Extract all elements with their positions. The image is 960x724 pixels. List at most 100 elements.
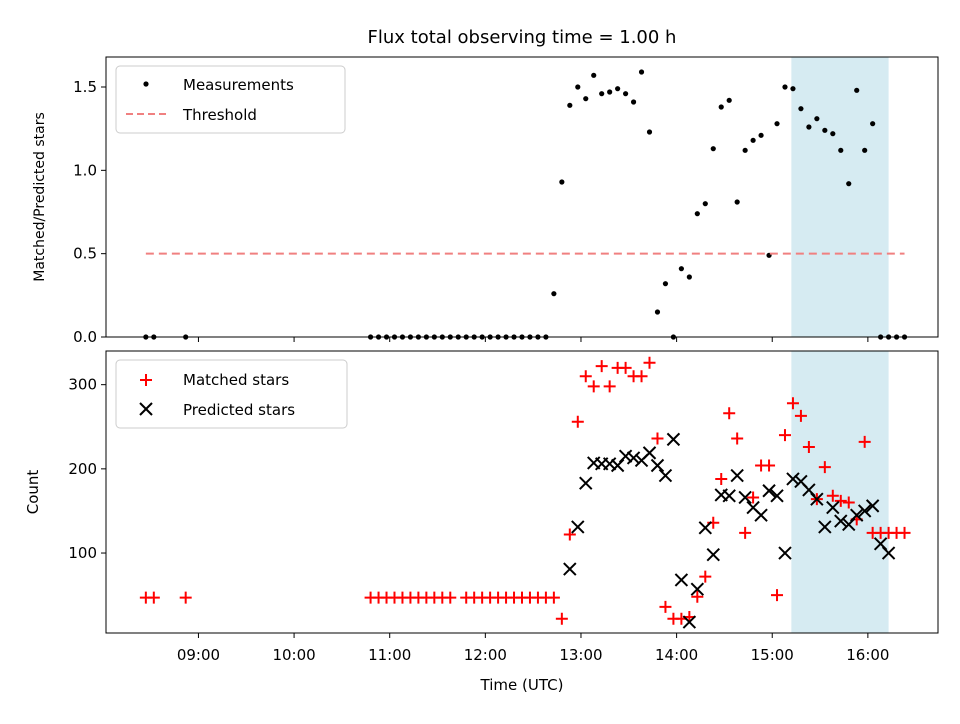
predicted-star-point xyxy=(738,490,752,505)
top-ytick-label: 0.5 xyxy=(73,245,97,263)
measurement-point xyxy=(822,127,828,133)
matched-star-point xyxy=(771,589,784,602)
matched-star-point xyxy=(794,409,807,422)
matched-star-point xyxy=(635,370,648,383)
bottom-ytick-label: 200 xyxy=(68,460,97,478)
measurement-point xyxy=(702,201,708,207)
measurement-point xyxy=(662,281,669,287)
predicted-star-point xyxy=(778,546,792,560)
predicted-star-point xyxy=(658,468,673,483)
predicted-star-point xyxy=(786,472,800,486)
legend-measurements-marker xyxy=(143,81,149,87)
matched-star-point xyxy=(619,361,632,374)
bottom-xtick-label: 12:00 xyxy=(464,646,507,664)
measurement-point xyxy=(814,116,820,122)
top-highlight-band xyxy=(791,57,889,337)
top-legend: Measurements Threshold xyxy=(115,65,346,134)
predicted-star-point xyxy=(706,548,720,562)
matched-star-point xyxy=(555,612,568,625)
matched-star-point xyxy=(699,570,712,583)
bottom-panel: 100 200 300 09:00 10:00 11:00 12:00 13:00 14:00 1… xyxy=(24,350,939,694)
top-axis-ticks: 0.0 0.5 1.0 1.5 xyxy=(73,78,869,346)
predicted-star-point xyxy=(881,546,896,560)
predicted-star-point xyxy=(626,451,641,465)
legend-predicted-label: Predicted stars xyxy=(183,401,295,419)
matched-star-point xyxy=(802,440,815,453)
measurement-point xyxy=(591,72,597,78)
measurement-point xyxy=(686,274,692,280)
predicted-star-point xyxy=(602,457,617,471)
measurement-point xyxy=(806,124,812,130)
measurement-point xyxy=(782,84,788,90)
top-ytick-label: 1.5 xyxy=(73,78,97,96)
measurement-point xyxy=(854,87,860,93)
bottom-xtick-label: 15:00 xyxy=(751,646,794,664)
predicted-star-point xyxy=(563,562,577,576)
top-panel: 0.0 0.5 1.0 1.5 Flux total observing time =… xyxy=(32,27,939,346)
bottom-legend-box xyxy=(115,359,348,429)
matched-star-point xyxy=(179,591,192,604)
measurement-point xyxy=(567,102,573,108)
matched-star-point xyxy=(747,491,760,504)
bottom-xtick-label: 13:00 xyxy=(559,646,602,664)
top-y-axis-label: Matched/Predicted stars xyxy=(32,112,48,282)
predicted-star-point xyxy=(690,582,705,596)
chart-title: Flux total observing time = 1.00 h xyxy=(368,27,677,48)
measurement-point xyxy=(710,146,716,152)
predicted-star-point xyxy=(850,508,864,522)
bottom-xtick-label: 11:00 xyxy=(368,646,411,664)
legend-measurements-label: Measurements xyxy=(183,76,294,94)
matched-star-point xyxy=(643,356,656,369)
predicted-star-point xyxy=(571,520,585,534)
bottom-axes-frame xyxy=(105,350,939,634)
measurement-point xyxy=(838,147,844,153)
measurement-point xyxy=(798,106,804,112)
bottom-xtick-label: 16:00 xyxy=(846,646,889,664)
predicted-star-point xyxy=(650,458,665,473)
bottom-axis-ticks: 100 200 300 09:00 10:00 11:00 12:00 13:00 14:00 1… xyxy=(68,376,889,664)
legend-matched-marker xyxy=(140,374,152,386)
predicted-star-point xyxy=(818,520,832,534)
bottom-xtick-label: 14:00 xyxy=(655,646,698,664)
measurement-point xyxy=(599,91,605,97)
measurement-point xyxy=(734,199,740,205)
measurement-point xyxy=(846,181,852,187)
measurement-point xyxy=(774,121,780,127)
measurement-point xyxy=(551,291,557,297)
matched-star-point xyxy=(826,489,839,502)
matched-star-point xyxy=(834,494,847,507)
matched-star-point xyxy=(547,591,560,604)
matched-star-point xyxy=(842,496,855,509)
predicted-star-point xyxy=(674,573,689,587)
top-legend-box xyxy=(115,65,346,134)
predicted-star-point xyxy=(762,484,776,498)
measurement-point xyxy=(559,179,565,185)
measurement-point xyxy=(790,86,796,92)
measurement-point xyxy=(742,147,748,153)
predicted-star-point xyxy=(834,514,848,528)
predicted-star-point xyxy=(810,492,824,506)
measurement-point xyxy=(623,91,629,97)
legend-matched-label: Matched stars xyxy=(183,371,289,389)
matched-star-point xyxy=(651,432,664,445)
bottom-ytick-label: 100 xyxy=(68,544,97,562)
predicted-star-point xyxy=(579,476,593,490)
measurement-point xyxy=(830,131,836,137)
matched-star-point xyxy=(147,591,160,604)
predicted-star-point xyxy=(826,500,840,515)
top-ytick-label: 1.0 xyxy=(73,161,97,179)
bottom-ytick-label: 300 xyxy=(68,376,97,394)
measurement-point xyxy=(870,121,876,127)
matched-star-point xyxy=(731,432,744,445)
measurement-point xyxy=(607,89,613,95)
bottom-legend: Matched stars Predicted stars xyxy=(115,359,348,429)
predicted-star-point xyxy=(857,504,872,518)
predicted-star-point xyxy=(770,489,784,503)
measurement-point xyxy=(646,129,653,135)
matched-star-point xyxy=(858,435,871,448)
predicted-star-point xyxy=(642,446,657,460)
matched-star-point xyxy=(739,526,752,539)
predicted-star-point xyxy=(865,499,880,513)
matched-star-point xyxy=(659,600,672,613)
bottom-y-axis-label: Count xyxy=(24,470,42,515)
